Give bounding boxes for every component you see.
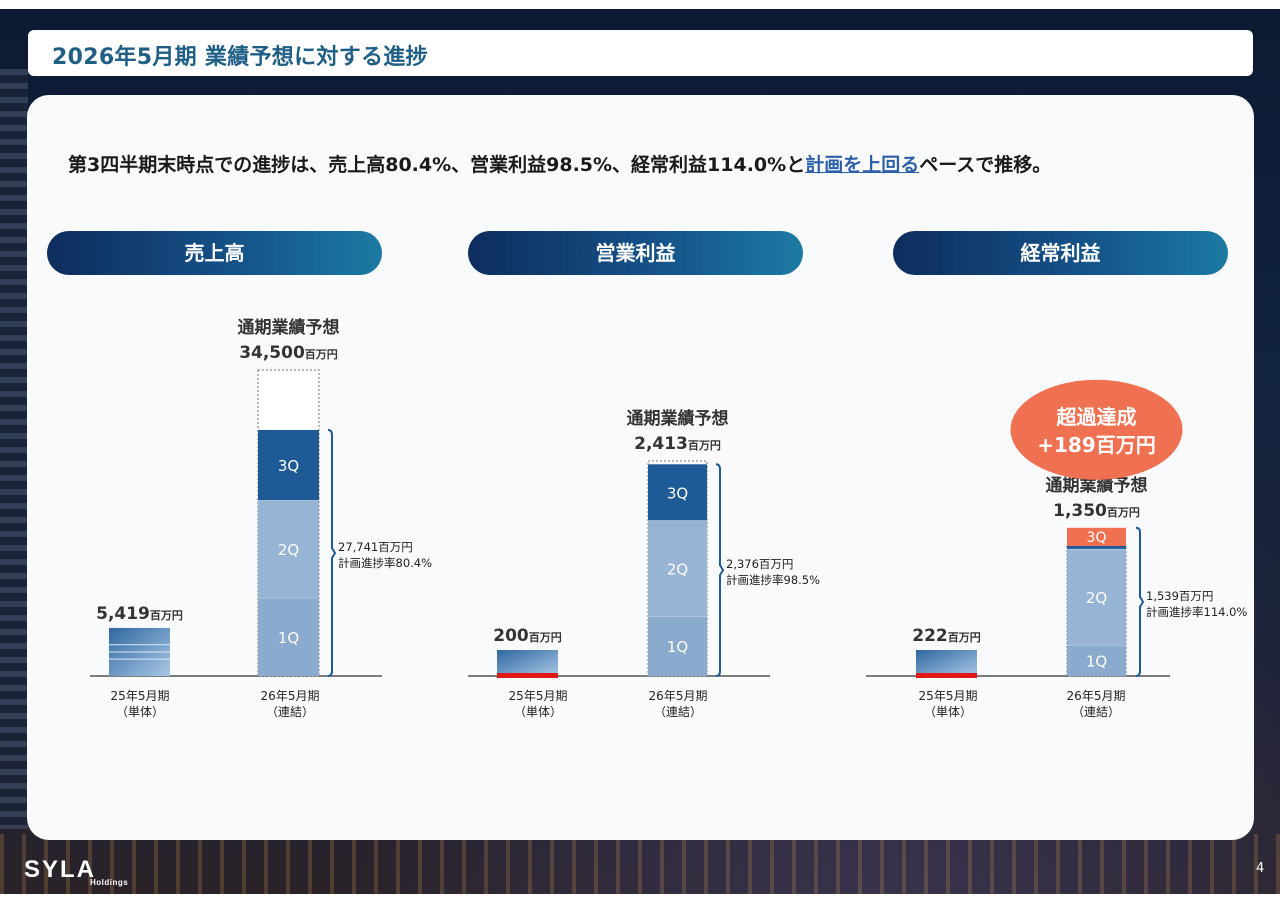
page-title: 2026年5月期 業績予想に対する進捗 bbox=[52, 45, 428, 70]
bar-segment-2q bbox=[258, 500, 319, 598]
x-tick-label: 26年5月期 bbox=[261, 689, 320, 703]
prior-value-label: 200百万円 bbox=[493, 626, 562, 646]
bar-segment-label: 3Q bbox=[278, 457, 299, 475]
bar-segment-label: 3Q bbox=[667, 484, 688, 502]
excess-badge bbox=[1010, 379, 1183, 480]
logo-text: SYLA bbox=[24, 856, 97, 883]
bar-segment-label: 2Q bbox=[667, 560, 688, 578]
chart-title-operating-profit: 営業利益 bbox=[468, 231, 803, 275]
bar-segment-3q bbox=[648, 464, 707, 521]
x-tick-label-sub: （単体） bbox=[514, 705, 562, 719]
excess-badge-line1: 超過達成 bbox=[1056, 405, 1137, 429]
bar-segment-label: 2Q bbox=[278, 541, 299, 559]
cumulative-bracket bbox=[1135, 526, 1145, 677]
x-tick-label-sub: （連結） bbox=[1072, 705, 1120, 719]
progress-rate-label: 計画進捗率80.4% bbox=[338, 556, 432, 570]
headline-suffix: ペースで推移。 bbox=[919, 154, 1052, 176]
cumulative-value-label: 27,741百万円 bbox=[338, 540, 413, 554]
bar-segment-label: 2Q bbox=[1086, 589, 1107, 607]
x-tick-label: 25年5月期 bbox=[509, 689, 568, 703]
cumulative-value-label: 2,376百万円 bbox=[726, 557, 793, 571]
chart-title-sales: 売上高 bbox=[47, 231, 382, 275]
x-tick-label-sub: （単体） bbox=[116, 705, 164, 719]
prior-value-label: 5,419百万円 bbox=[96, 604, 183, 624]
x-tick-label: 26年5月期 bbox=[1067, 689, 1126, 703]
x-tick-label-sub: （単体） bbox=[924, 705, 972, 719]
progress-rate-label: 計画進捗率98.5% bbox=[726, 573, 820, 587]
x-tick-label-sub: （連結） bbox=[266, 705, 314, 719]
logo-subtext: Holdings bbox=[90, 878, 129, 887]
forecast-value-label: 34,500百万円 bbox=[239, 343, 338, 363]
bar-segment-1q bbox=[258, 597, 319, 676]
bar-segment-1q bbox=[1067, 645, 1126, 676]
bar-prior-red-line bbox=[497, 673, 558, 678]
bar-segment-label: 3Q bbox=[1087, 530, 1107, 546]
bar-segment-3q-excess bbox=[1067, 527, 1126, 546]
headline: 第3四半期末時点での進捗は、売上高80.4%、営業利益98.5%、経常利益114… bbox=[68, 150, 1051, 177]
x-tick-label: 25年5月期 bbox=[919, 689, 978, 703]
forecast-title: 通期業績予想 bbox=[627, 408, 729, 429]
prior-value-label: 222百万円 bbox=[912, 626, 981, 646]
forecast-value-label: 2,413百万円 bbox=[634, 434, 721, 454]
bar-segment-3q bbox=[258, 429, 319, 501]
forecast-title: 通期業績予想 bbox=[238, 317, 340, 338]
bar-segment-label: 1Q bbox=[278, 629, 299, 647]
cumulative-bracket bbox=[715, 463, 725, 677]
page-number: 4 bbox=[1256, 861, 1265, 876]
cumulative-bracket bbox=[327, 428, 337, 677]
bar-segment-2q bbox=[1067, 548, 1126, 646]
x-tick-label: 26年5月期 bbox=[649, 689, 708, 703]
bar-prior-year bbox=[916, 650, 977, 676]
bar-prior-red-line bbox=[916, 673, 977, 678]
cumulative-value-label: 1,539百万円 bbox=[1146, 589, 1213, 603]
headline-highlight: 計画を上回る bbox=[805, 154, 920, 176]
chart-title-ordinary-profit: 経常利益 bbox=[893, 231, 1228, 275]
bar-prior-year bbox=[497, 650, 558, 676]
bar-segment-3q bbox=[1067, 546, 1126, 549]
x-tick-label-sub: （連結） bbox=[654, 705, 702, 719]
title-bar: 2026年5月期 業績予想に対する進捗 bbox=[28, 30, 1253, 76]
progress-rate-label: 計画進捗率114.0% bbox=[1146, 605, 1247, 619]
x-tick-label: 25年5月期 bbox=[111, 689, 170, 703]
excess-badge-line2: +189百万円 bbox=[1037, 433, 1156, 457]
forecast-value-label: 1,350百万円 bbox=[1053, 501, 1140, 521]
bar-segment-2q bbox=[648, 520, 707, 617]
background-building bbox=[0, 69, 28, 829]
forecast-title: 通期業績予想 bbox=[1046, 475, 1148, 496]
background-city-lights bbox=[0, 834, 1280, 894]
syla-logo: SYLA Holdings bbox=[24, 856, 128, 887]
bar-segment-1q bbox=[648, 616, 707, 676]
bar-segment-label: 1Q bbox=[667, 638, 688, 656]
headline-prefix: 第3四半期末時点での進捗は、売上高80.4%、営業利益98.5%、経常利益114… bbox=[68, 154, 806, 176]
bar-segment-label: 1Q bbox=[1086, 653, 1107, 671]
